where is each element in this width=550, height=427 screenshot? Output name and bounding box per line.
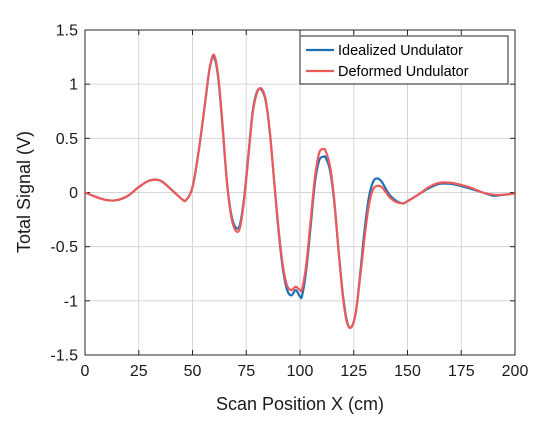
y-tick-label: 1.5 [56, 23, 78, 40]
x-tick-label: 50 [184, 363, 202, 380]
legend-label-idealized: Idealized Undulator [338, 43, 463, 59]
legend: Idealized Undulator Deformed Undulator [299, 35, 509, 85]
x-tick-label: 125 [340, 363, 367, 380]
x-tick-label: 150 [394, 363, 421, 380]
x-tick-label: 175 [448, 363, 475, 380]
y-tick-label: -1 [64, 293, 78, 310]
y-axis-label: Total Signal (V) [14, 131, 34, 253]
x-axis-label: Scan Position X (cm) [216, 394, 384, 414]
x-tick-label: 75 [237, 363, 255, 380]
y-tick-label: 1 [69, 77, 78, 94]
y-tick-label: -1.5 [50, 348, 78, 365]
y-axis-tick-labels: -1.5 -1 -0.5 0 0.5 1 1.5 [50, 23, 78, 365]
x-tick-label: 200 [502, 363, 529, 380]
legend-box [299, 35, 509, 85]
x-tick-label: 25 [130, 363, 148, 380]
y-tick-label: 0.5 [56, 131, 78, 148]
x-axis-tick-labels: 0 25 50 75 100 125 150 175 200 [81, 363, 529, 380]
legend-label-deformed: Deformed Undulator [338, 64, 469, 80]
series-lines [83, 53, 517, 330]
y-tick-label: -0.5 [50, 239, 78, 256]
y-tick-label: 0 [69, 185, 78, 202]
series-line-deformed [83, 53, 517, 330]
x-tick-label: 100 [287, 363, 314, 380]
x-tick-label: 0 [81, 363, 90, 380]
